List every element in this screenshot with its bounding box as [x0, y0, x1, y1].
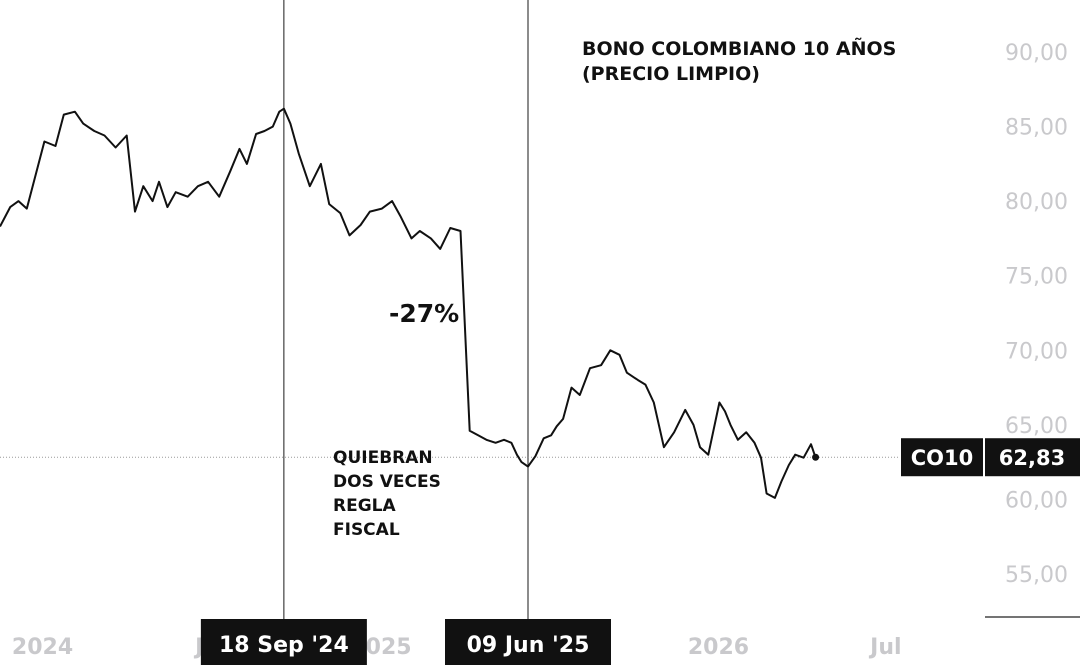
last-price-tag: CO10 62,83 [901, 438, 1080, 477]
note-line: FISCAL [333, 520, 400, 540]
event-marker-lines [283, 0, 529, 620]
last-value-label: 62,83 [999, 446, 1065, 470]
y-tick-label: 80,00 [1005, 190, 1068, 215]
last-value-box [985, 438, 1080, 477]
event-marker-label-box [445, 619, 611, 665]
x-tick-label: Jul [868, 635, 901, 660]
event-marker-label-box [200, 619, 367, 665]
event-marker-label: 09 Jun '25 [467, 633, 590, 658]
y-tick-label: 65,00 [1005, 414, 1068, 439]
fiscal-rule-note: QUIEBRAN DOS VECES REGLA FISCAL [333, 448, 441, 540]
last-point-dot [812, 453, 820, 461]
note-line: REGLA [333, 496, 396, 516]
y-tick-label: 55,00 [1005, 563, 1068, 588]
x-tick-label: 2026 [688, 635, 749, 660]
note-line: DOS VECES [333, 472, 441, 492]
drop-percentage-annotation: -27% [389, 299, 459, 328]
y-tick-label: 90,00 [1005, 41, 1068, 66]
chart-title: BONO COLOMBIANO 10 AÑOS [582, 36, 896, 60]
event-marker-label: 18 Sep '24 [219, 633, 349, 658]
note-line: QUIEBRAN [333, 448, 433, 468]
y-tick-label: 70,00 [1005, 339, 1068, 364]
ticker-label: CO10 [911, 446, 974, 470]
y-tick-label: 75,00 [1005, 265, 1068, 290]
y-axis-ticks: 55,00 60,00 65,00 70,00 75,00 80,00 85,00 90,00 [1005, 41, 1068, 588]
y-tick-label: 60,00 [1005, 488, 1068, 513]
y-tick-label: 85,00 [1005, 116, 1068, 141]
event-marker-labels: 18 Sep '24 09 Jun '25 [200, 619, 611, 665]
series-line [0, 107, 817, 499]
ticker-box [901, 438, 983, 477]
x-tick-label: 2024 [12, 635, 73, 660]
chart-subtitle: (PRECIO LIMPIO) [582, 63, 760, 85]
